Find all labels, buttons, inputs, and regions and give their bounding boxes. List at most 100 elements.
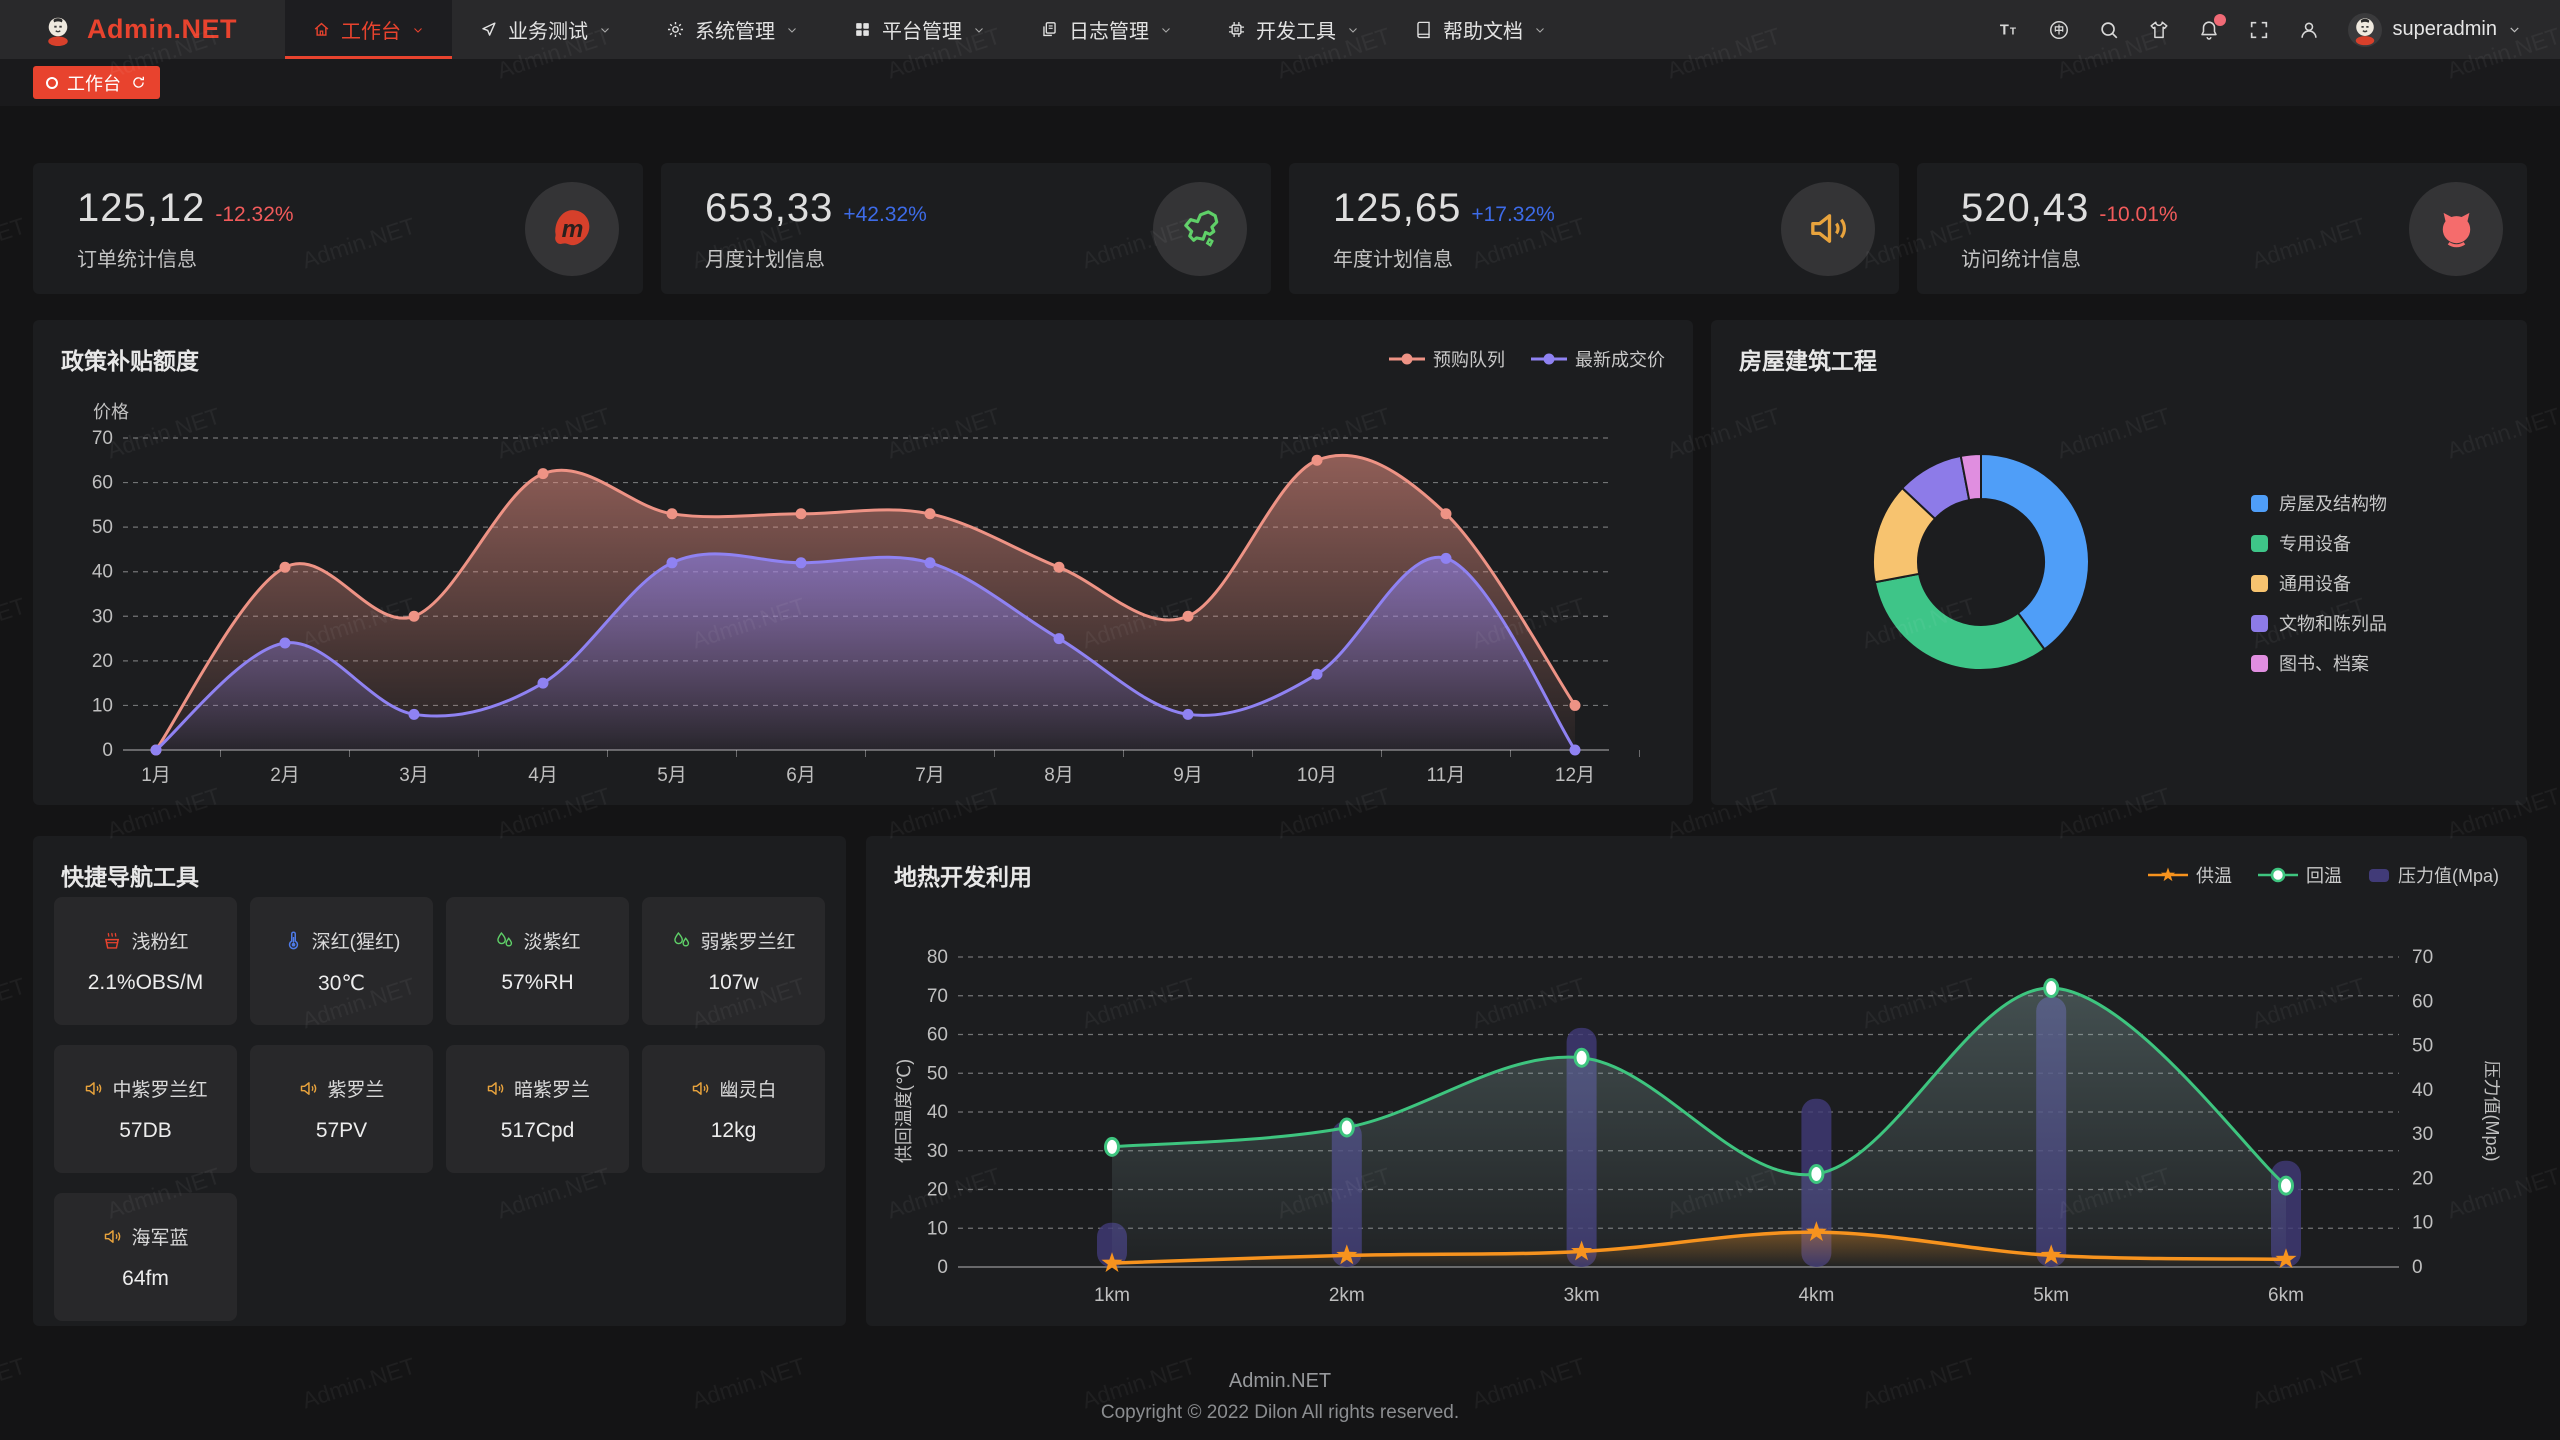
nav-item-label: 平台管理 [882, 21, 962, 43]
stat-value-line: 653,33 +42.32% [705, 186, 1271, 231]
svg-text:80: 80 [927, 947, 948, 968]
svg-text:20: 20 [92, 651, 113, 672]
bell-icon[interactable] [2198, 13, 2227, 41]
svg-text:1月: 1月 [141, 765, 171, 786]
legend-rect-marker [2368, 869, 2389, 882]
donut-legend-item-5[interactable]: 图书、档案 [2251, 650, 2387, 676]
charts-row-2: 快捷导航工具 浅粉红 2.1%OBS/M 深红(猩红) 30℃ 淡紫红 57%RH 弱紫罗兰… [33, 836, 2527, 1326]
svg-text:供回温度(℃): 供回温度(℃) [894, 1059, 914, 1163]
legend-item-1[interactable]: 供温 [2147, 862, 2232, 888]
quicknav-card-2[interactable]: 深红(猩红) 30℃ [250, 897, 433, 1025]
footer-copyright: Copyright © 2022 Dilon All rights reserv… [1100, 1402, 1460, 1423]
legend-label: 预购队列 [1433, 350, 1505, 370]
fullscreen-icon[interactable] [2248, 19, 2270, 41]
svg-text:30: 30 [927, 1141, 948, 1162]
building-donut-panel: 房屋建筑工程 房屋及结构物 专用设备通用设备文物和陈列品图书、档案 [1711, 320, 2527, 805]
svg-text:中: 中 [2054, 23, 2064, 36]
chevron-down-icon [411, 23, 425, 37]
svg-text:10: 10 [2412, 1213, 2433, 1234]
svg-text:0: 0 [102, 740, 113, 761]
user-icon[interactable] [2298, 19, 2320, 41]
quicknav-card-name: 弱紫罗兰红 [700, 932, 796, 953]
quicknav-card-name: 暗紫罗兰 [513, 1080, 590, 1101]
svg-text:5月: 5月 [657, 765, 687, 786]
quicknav-card-8[interactable]: 幽灵白 12kg [642, 1045, 825, 1173]
theme-icon[interactable] [2148, 19, 2170, 41]
subsidy-chart-legend: 预购队列 最新成交价 [1389, 346, 1665, 372]
nav-item-2[interactable]: 业务测试 [452, 0, 639, 59]
quicknav-card-head: 淡紫红 [494, 927, 581, 954]
stat-value: 653,33 [705, 185, 834, 230]
nav-item-7[interactable]: 帮助文档 [1387, 0, 1574, 59]
quicknav-card-6[interactable]: 紫罗兰 57PV [250, 1045, 433, 1173]
refresh-icon[interactable] [130, 74, 147, 91]
thermometer-icon [283, 930, 304, 951]
legend-swatch [2251, 494, 2268, 512]
legend-item-1[interactable]: 预购队列 [1389, 346, 1505, 372]
donut-legend-item-4[interactable]: 文物和陈列品 [2251, 610, 2387, 636]
legend-item-2[interactable]: 回温 [2257, 862, 2342, 888]
legend-item-3[interactable]: 压力值(Mpa) [2368, 862, 2499, 888]
language-icon[interactable]: 中 [2048, 19, 2070, 41]
humidity-icon [671, 930, 692, 951]
speaker-icon [1781, 181, 1875, 276]
quicknav-card-7[interactable]: 暗紫罗兰 517Cpd [446, 1045, 629, 1173]
legend-circle-marker [2257, 867, 2298, 883]
donut-legend-item-1[interactable]: 房屋及结构物 [2251, 490, 2387, 516]
stat-card-3[interactable]: 125,65 +17.32% 年度计划信息 [1289, 163, 1899, 294]
quicknav-card-value: 517Cpd [500, 1119, 575, 1142]
svg-text:30: 30 [2412, 1124, 2433, 1145]
main-menu: 工作台 业务测试 系统管理 平台管理 日志管理 开发工具 帮助文档 [285, 0, 1574, 59]
nav-item-5[interactable]: 日志管理 [1013, 0, 1200, 59]
quicknav-card-value: 57%RH [501, 971, 574, 994]
quicknav-card-1[interactable]: 浅粉红 2.1%OBS/M [54, 897, 237, 1025]
svg-text:30: 30 [92, 606, 113, 627]
quicknav-card-name: 海军蓝 [131, 1228, 189, 1249]
stat-cards-row: 125,12 -12.32% 订单统计信息 m 653,33 +42.32% 月度计划信息 1… [33, 163, 2527, 294]
send-icon [479, 20, 498, 39]
quicknav-card-5[interactable]: 中紫罗兰红 57DB [54, 1045, 237, 1173]
quicknav-card-value: 2.1%OBS/M [87, 971, 204, 994]
svg-text:40: 40 [927, 1102, 948, 1123]
quicknav-card-3[interactable]: 淡紫红 57%RH [446, 897, 629, 1025]
quicknav-card-9[interactable]: 海军蓝 64fm [54, 1193, 237, 1321]
donut-legend-item-3[interactable]: 通用设备 [2251, 570, 2387, 596]
app-logo[interactable]: Admin.NET [0, 0, 285, 59]
legend-swatch [2251, 574, 2268, 592]
svg-text:20: 20 [2412, 1168, 2433, 1189]
nav-item-1[interactable]: 工作台 [285, 0, 452, 59]
tab-workbench[interactable]: 工作台 [33, 66, 160, 99]
svg-text:12月: 12月 [1555, 765, 1595, 786]
user-menu[interactable]: superadmin [2348, 12, 2522, 47]
panel-title: 房屋建筑工程 [1739, 348, 1877, 374]
geothermal-mixed-chart: 0 10 20 30 40 50 60 70 80 0 10 20 30 40 50 60 70 供回温度(℃) 压… [894, 947, 2500, 1306]
stat-card-2[interactable]: 653,33 +42.32% 月度计划信息 [661, 163, 1271, 294]
stat-value-line: 520,43 -10.01% [1961, 186, 2527, 231]
quicknav-card-name: 浅粉红 [131, 932, 189, 953]
legend-label: 通用设备 [2279, 574, 2351, 594]
search-icon[interactable] [2098, 19, 2120, 41]
donut-legend-item-2[interactable]: 专用设备 [2251, 530, 2387, 556]
svg-text:10: 10 [92, 695, 113, 716]
stat-value: 520,43 [1961, 185, 2090, 230]
logo-text: Admin.NET [87, 14, 237, 44]
nav-item-label: 日志管理 [1069, 21, 1149, 43]
stat-card-4[interactable]: 520,43 -10.01% 访问统计信息 [1917, 163, 2527, 294]
avatar [2348, 12, 2383, 47]
nav-item-4[interactable]: 平台管理 [826, 0, 1013, 59]
stat-card-1[interactable]: 125,12 -12.32% 订单统计信息 m [33, 163, 643, 294]
chevron-down-icon [2507, 22, 2522, 37]
speaker-icon [298, 1078, 319, 1099]
legend-item-2[interactable]: 最新成交价 [1531, 346, 1665, 372]
quicknav-card-head: 海军蓝 [102, 1223, 189, 1250]
quicknav-card-value: 107w [708, 971, 759, 994]
legend-label: 最新成交价 [1575, 350, 1665, 370]
quicknav-card-4[interactable]: 弱紫罗兰红 107w [642, 897, 825, 1025]
svg-text:4km: 4km [1798, 1285, 1834, 1306]
legend-label: 图书、档案 [2279, 654, 2369, 674]
nav-item-3[interactable]: 系统管理 [639, 0, 826, 59]
nav-item-6[interactable]: 开发工具 [1200, 0, 1387, 59]
nav-item-label: 业务测试 [508, 21, 588, 43]
legend-label: 供温 [2195, 866, 2232, 886]
